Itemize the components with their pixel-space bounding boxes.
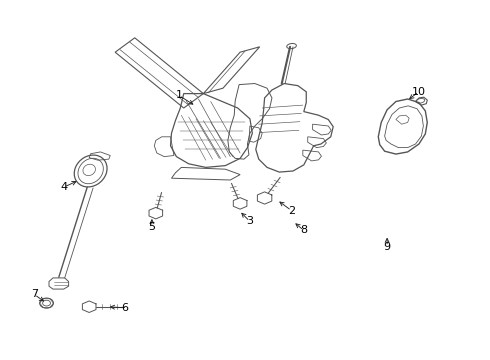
Text: 1: 1 bbox=[175, 90, 182, 100]
Text: 2: 2 bbox=[288, 206, 295, 216]
Text: 7: 7 bbox=[31, 289, 38, 300]
Text: 10: 10 bbox=[412, 87, 426, 97]
Text: 6: 6 bbox=[122, 303, 128, 313]
Text: 5: 5 bbox=[148, 222, 155, 232]
Text: 9: 9 bbox=[384, 242, 391, 252]
Text: 4: 4 bbox=[60, 182, 67, 192]
Text: 3: 3 bbox=[246, 216, 253, 226]
Text: 8: 8 bbox=[300, 225, 307, 235]
